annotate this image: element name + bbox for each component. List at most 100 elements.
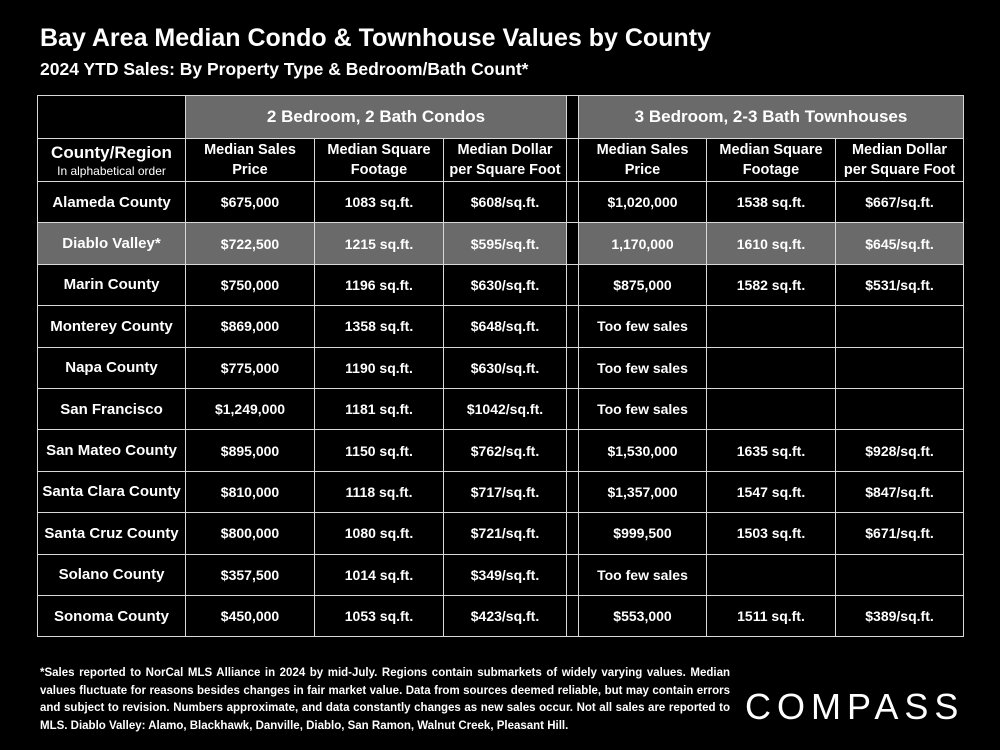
- value-cell: 1053 sq.ft.: [314, 594, 444, 638]
- value-cell: 1150 sq.ft.: [314, 429, 444, 472]
- row-gap: [566, 470, 579, 514]
- value-cell: $423/sq.ft.: [443, 594, 567, 638]
- column-header-line: Median Square: [719, 142, 823, 158]
- value-cell: $595/sq.ft.: [443, 222, 567, 265]
- region-cell: Santa Cruz County: [37, 512, 186, 555]
- column-header-line: Footage: [742, 162, 800, 178]
- value-cell: $667/sq.ft.: [834, 180, 965, 224]
- table-row: Santa Cruz County $800,000 1080 sq.ft. $721…: [37, 512, 965, 555]
- value-cell: $630/sq.ft.: [443, 346, 567, 389]
- region-header-title: County/Region: [51, 142, 172, 162]
- value-cell: 1196 sq.ft.: [314, 263, 444, 307]
- value-cell: 1,170,000: [578, 222, 707, 265]
- value-cell: $648/sq.ft.: [443, 305, 567, 348]
- value-cell: 1118 sq.ft.: [314, 470, 444, 514]
- footnote: *Sales reported to NorCal MLS Alliance i…: [40, 667, 730, 732]
- value-cell: [706, 553, 836, 596]
- value-cell: 1582 sq.ft.: [706, 263, 836, 307]
- value-cell: $1,530,000: [578, 429, 707, 472]
- value-cell: $1,249,000: [185, 387, 315, 431]
- table-row: San Mateo County $895,000 1150 sq.ft. $762/…: [37, 429, 965, 472]
- value-cell: $675,000: [185, 180, 315, 224]
- row-gap: [566, 429, 579, 472]
- region-cell: Marin County: [37, 263, 186, 307]
- region-cell: Monterey County: [37, 305, 186, 348]
- region-cell: Napa County: [37, 346, 186, 389]
- value-cell: 1190 sq.ft.: [314, 346, 444, 389]
- value-cell: $875,000: [578, 263, 707, 307]
- value-cell: $608/sq.ft.: [443, 180, 567, 224]
- table-row: Monterey County $869,000 1358 sq.ft. $648/s…: [37, 305, 965, 348]
- column-header-line: per Square Foot: [843, 162, 956, 178]
- value-cell: $645/sq.ft.: [834, 222, 965, 265]
- column-header: Median Dollar per Square Foot: [834, 138, 965, 182]
- table-row: Sonoma County $450,000 1053 sq.ft. $423/sq.…: [37, 594, 965, 638]
- value-cell: $531/sq.ft.: [834, 263, 965, 307]
- table-row: Alameda County $675,000 1083 sq.ft. $608/sq…: [37, 180, 965, 224]
- value-cell: $553,000: [578, 594, 707, 638]
- table-row: Santa Clara County $810,000 1118 sq.ft. $71…: [37, 470, 965, 514]
- region-cell: Diablo Valley*: [37, 222, 186, 265]
- compass-logo: COMPASS: [745, 686, 965, 727]
- row-gap: [566, 305, 579, 348]
- corner-cell: [37, 95, 186, 139]
- value-cell: $1,020,000: [578, 180, 707, 224]
- value-cell: $1,357,000: [578, 470, 707, 514]
- value-cell: $722,500: [185, 222, 315, 265]
- value-cell: $847/sq.ft.: [834, 470, 965, 514]
- column-header-line: Footage: [350, 162, 408, 178]
- column-header-line: Median Sales: [204, 142, 296, 158]
- value-cell: $1042/sq.ft.: [443, 387, 567, 431]
- row-gap: [566, 346, 579, 389]
- row-gap: [566, 512, 579, 555]
- value-cell: Too few sales: [578, 346, 707, 389]
- column-header-line: Price: [232, 162, 268, 178]
- column-header: Median Sales Price: [185, 138, 315, 182]
- group-header-townhouses: 3 Bedroom, 2-3 Bath Townhouses: [577, 95, 965, 139]
- value-cell: [706, 346, 836, 389]
- value-cell: [834, 387, 965, 431]
- value-cell: $800,000: [185, 512, 315, 555]
- value-cell: $349/sq.ft.: [443, 553, 567, 596]
- value-cell: [834, 346, 965, 389]
- group-header-row: 2 Bedroom, 2 Bath Condos 3 Bedroom, 2-3 …: [37, 95, 965, 139]
- group-gap: [566, 95, 579, 139]
- value-cell: Too few sales: [578, 305, 707, 348]
- column-header: Median Sales Price: [578, 138, 707, 182]
- value-cell: 1080 sq.ft.: [314, 512, 444, 555]
- value-cell: $928/sq.ft.: [834, 429, 965, 472]
- column-header: Median Dollar per Square Foot: [443, 138, 567, 182]
- column-header: Median Square Footage: [706, 138, 836, 182]
- value-cell: [706, 387, 836, 431]
- region-cell: San Francisco: [37, 387, 186, 431]
- value-cell: 1181 sq.ft.: [314, 387, 444, 431]
- value-cell: $750,000: [185, 263, 315, 307]
- value-cell: 1014 sq.ft.: [314, 553, 444, 596]
- column-header: Median Square Footage: [314, 138, 444, 182]
- value-cell: $450,000: [185, 594, 315, 638]
- value-cell: [706, 305, 836, 348]
- value-cell: 1511 sq.ft.: [706, 594, 836, 638]
- value-cell: [834, 305, 965, 348]
- value-cell: 1610 sq.ft.: [706, 222, 836, 265]
- row-gap: [566, 553, 579, 596]
- region-cell: San Mateo County: [37, 429, 186, 472]
- value-cell: 1635 sq.ft.: [706, 429, 836, 472]
- value-cell: $999,500: [578, 512, 707, 555]
- table-row: San Francisco $1,249,000 1181 sq.ft. $1042/…: [37, 387, 965, 431]
- column-header-line: Median Dollar: [457, 142, 553, 158]
- value-cell: $869,000: [185, 305, 315, 348]
- table-row: Napa County $775,000 1190 sq.ft. $630/sq.ft…: [37, 346, 965, 389]
- row-gap: [566, 263, 579, 307]
- value-cell: $762/sq.ft.: [443, 429, 567, 472]
- value-cell: 1083 sq.ft.: [314, 180, 444, 224]
- page-title: Bay Area Median Condo & Townhouse Values…: [40, 24, 711, 52]
- page-subtitle: 2024 YTD Sales: By Property Type & Bedro…: [40, 59, 529, 79]
- column-header-row: County/Region In alphabetical order Medi…: [37, 138, 965, 182]
- row-gap: [566, 387, 579, 431]
- value-cell: $357,500: [185, 553, 315, 596]
- value-cell: 1503 sq.ft.: [706, 512, 836, 555]
- region-cell: Santa Clara County: [37, 470, 186, 514]
- row-gap: [566, 180, 579, 224]
- value-cell: $895,000: [185, 429, 315, 472]
